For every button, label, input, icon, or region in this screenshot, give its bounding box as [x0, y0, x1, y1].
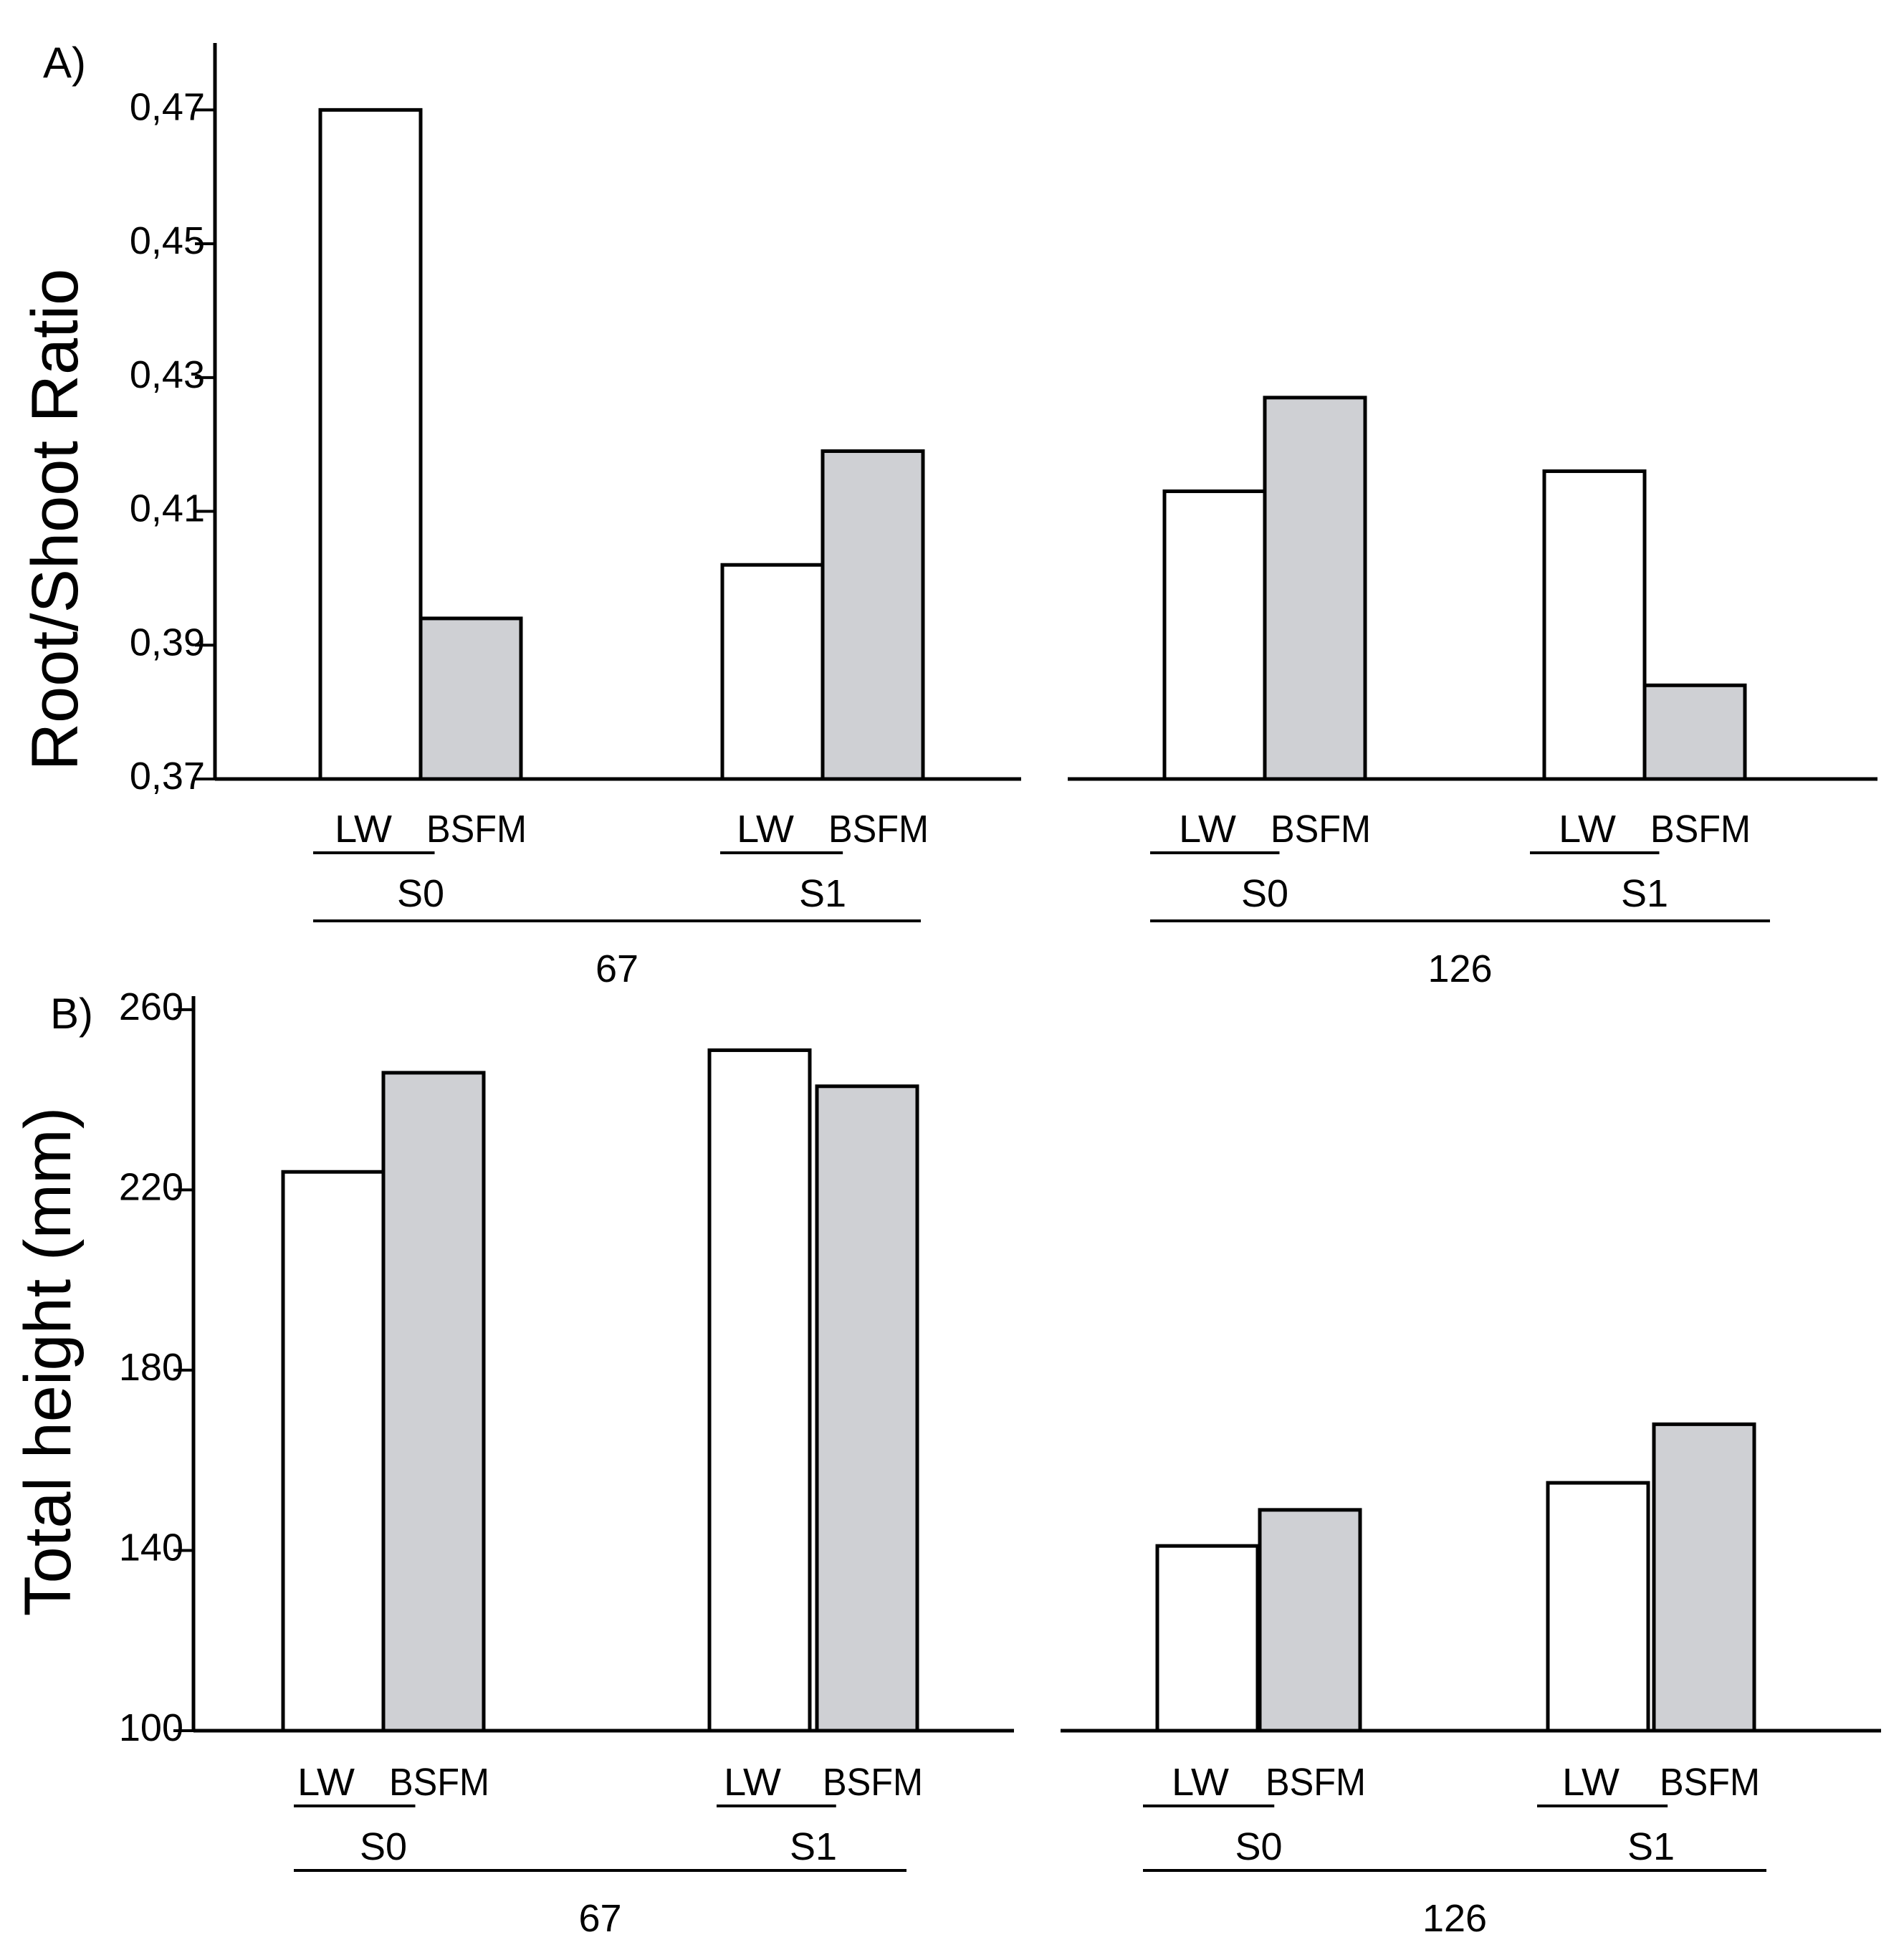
bar-category-label: LW: [1179, 808, 1236, 851]
bar-lw: [1155, 1544, 1260, 1733]
bar-bsfm: [815, 1084, 919, 1733]
bar-category-label: BSFM: [828, 808, 929, 851]
bar-bsfm: [821, 449, 925, 781]
y-tick-label: 0,47: [130, 85, 205, 128]
super-group-label: 67: [595, 947, 638, 990]
group-label: S1: [799, 872, 846, 915]
y-axis-label: Root/Shoot Ratio: [19, 269, 92, 771]
y-tick-label: 0,37: [130, 755, 205, 798]
bar-category-label: BSFM: [426, 808, 527, 851]
bar-lw: [281, 1170, 386, 1733]
y-tick-label: 0,45: [130, 219, 205, 262]
bar-category-label: BSFM: [1271, 808, 1371, 851]
y-axis-label: Total height (mm): [11, 1107, 85, 1617]
bar-lw: [318, 107, 423, 781]
bar-bsfm: [1642, 683, 1747, 781]
bar-bsfm: [381, 1071, 486, 1733]
y-tick-label: 100: [119, 1706, 183, 1749]
bar-category-label: LW: [1562, 1761, 1620, 1804]
group-label: S0: [397, 872, 444, 915]
group-label: S1: [1621, 872, 1668, 915]
bar-category-label: BSFM: [1266, 1761, 1366, 1804]
bar-bsfm: [418, 616, 523, 781]
bar-lw: [720, 563, 825, 781]
bar-bsfm: [1258, 1508, 1362, 1733]
y-tick-label: 180: [119, 1346, 183, 1389]
bar-category-label: BSFM: [823, 1761, 923, 1804]
y-tick-label: 0,43: [130, 353, 205, 396]
bar-category-label: LW: [335, 808, 392, 851]
bar-category-label: LW: [1172, 1761, 1229, 1804]
bar-bsfm: [1263, 396, 1367, 781]
bar-category-label: LW: [724, 1761, 781, 1804]
super-group-label: 126: [1427, 947, 1492, 990]
y-tick-label: 140: [119, 1526, 183, 1569]
y-tick-label: 0,41: [130, 487, 205, 530]
super-group-label: 126: [1422, 1897, 1487, 1940]
y-tick-label: 260: [119, 985, 183, 1028]
bar-category-label: LW: [1559, 808, 1616, 851]
super-group-label: 67: [578, 1897, 621, 1940]
group-label: S1: [790, 1825, 837, 1868]
bar-lw: [1542, 469, 1647, 781]
panel-letter: B): [50, 990, 93, 1038]
group-label: S0: [360, 1825, 407, 1868]
bar-category-label: LW: [737, 808, 794, 851]
y-tick-label: 0,39: [130, 621, 205, 664]
group-label: S0: [1241, 872, 1288, 915]
bar-lw: [1546, 1481, 1650, 1733]
bar-category-label: BSFM: [389, 1761, 489, 1804]
bar-lw: [707, 1048, 812, 1733]
group-label: S0: [1235, 1825, 1282, 1868]
bar-category-label: BSFM: [1660, 1761, 1760, 1804]
bar-bsfm: [1652, 1422, 1756, 1733]
y-tick-label: 220: [119, 1165, 183, 1208]
bar-category-label: LW: [297, 1761, 355, 1804]
bar-category-label: BSFM: [1650, 808, 1751, 851]
bar-lw: [1162, 489, 1267, 781]
panel-letter: A): [43, 39, 86, 87]
group-label: S1: [1627, 1825, 1675, 1868]
